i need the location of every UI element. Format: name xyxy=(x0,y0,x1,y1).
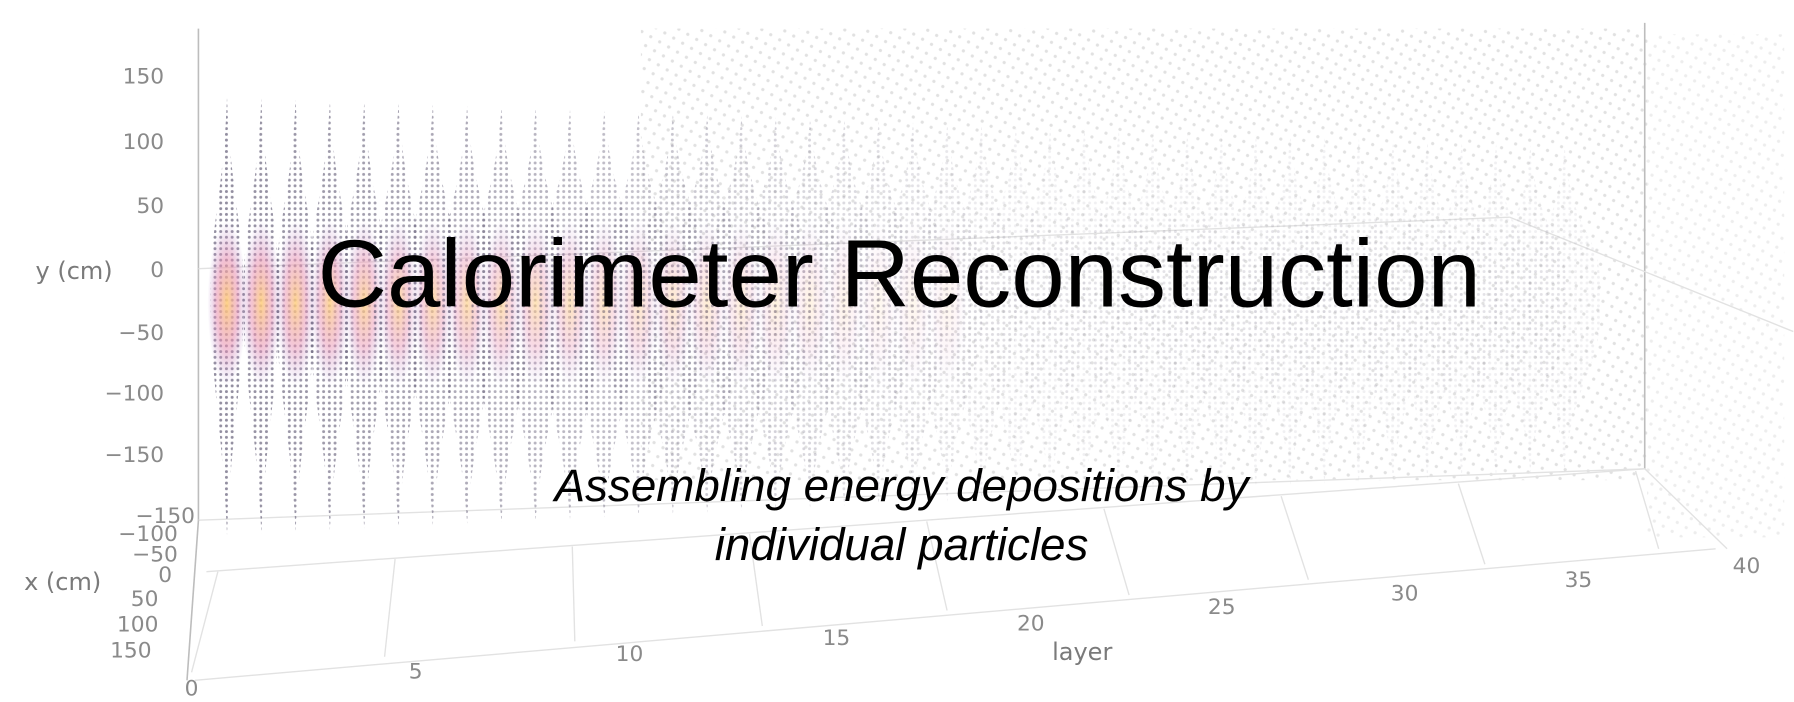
axis-labels: y (cm) x (cm) layer xyxy=(24,257,1112,666)
energy-core xyxy=(276,220,316,386)
grid-line xyxy=(1644,468,1728,550)
y-tick-label: 0 xyxy=(150,258,164,283)
x-axis-title: x (cm) xyxy=(24,568,101,596)
layer-spindle xyxy=(1528,146,1601,473)
x-tick-label: −50 xyxy=(132,543,178,568)
y-tick-label: −150 xyxy=(104,443,164,468)
layer-tick-label: 10 xyxy=(616,642,644,667)
grid-line xyxy=(190,571,219,673)
layer-axis-title: layer xyxy=(1052,638,1112,666)
layer-tick-label: 0 xyxy=(185,676,199,701)
grid-line xyxy=(1457,483,1486,565)
grid-line xyxy=(383,559,396,657)
tick-labels: 150100500−50−100−150−150−100−50050100150… xyxy=(104,65,1760,702)
background-dots xyxy=(1647,34,1785,538)
grid-line xyxy=(748,533,763,627)
energy-core xyxy=(344,220,384,386)
layer-tick-label: 20 xyxy=(1017,611,1045,636)
layer-deposits xyxy=(207,97,1601,536)
x-tick-label: 150 xyxy=(110,639,151,664)
subtitle-line: Assembling energy depositions by xyxy=(552,460,1252,511)
slide-title: Calorimeter Reconstruction xyxy=(318,220,1481,327)
layer-tick-label: 35 xyxy=(1565,568,1593,593)
grid-line xyxy=(198,468,1645,521)
energy-core xyxy=(207,220,247,386)
subtitle-line: individual particles xyxy=(715,519,1089,570)
layer-tick-label: 5 xyxy=(409,659,423,684)
grid-line xyxy=(1103,508,1130,596)
layer-tick-label: 30 xyxy=(1391,582,1419,607)
y-tick-label: 50 xyxy=(136,194,164,219)
grid-line xyxy=(571,546,576,642)
y-tick-label: −50 xyxy=(118,321,164,346)
layer-tick-label: 25 xyxy=(1208,595,1236,620)
x-tick-label: 50 xyxy=(131,587,159,612)
floor-grid xyxy=(190,470,1660,673)
y-tick-label: −100 xyxy=(104,381,164,406)
layer-tick-label: 40 xyxy=(1733,554,1761,579)
y-tick-label: 150 xyxy=(123,65,164,90)
y-tick-label: 100 xyxy=(123,130,164,155)
grid-line xyxy=(194,548,1716,681)
grid-line xyxy=(1634,470,1660,549)
x-tick-label: 100 xyxy=(117,612,158,637)
grid-line xyxy=(1280,495,1310,580)
layer-tick-label: 15 xyxy=(823,626,851,651)
x-tick-label: −100 xyxy=(118,522,178,547)
y-axis-title: y (cm) xyxy=(36,257,113,285)
x-tick-label: 0 xyxy=(158,563,172,588)
x-axis-line xyxy=(186,520,200,681)
grid-line xyxy=(206,468,1645,573)
energy-core xyxy=(241,220,281,386)
grid-line xyxy=(926,521,948,611)
x-tick-label: −150 xyxy=(135,504,195,529)
energy-core xyxy=(310,220,350,386)
